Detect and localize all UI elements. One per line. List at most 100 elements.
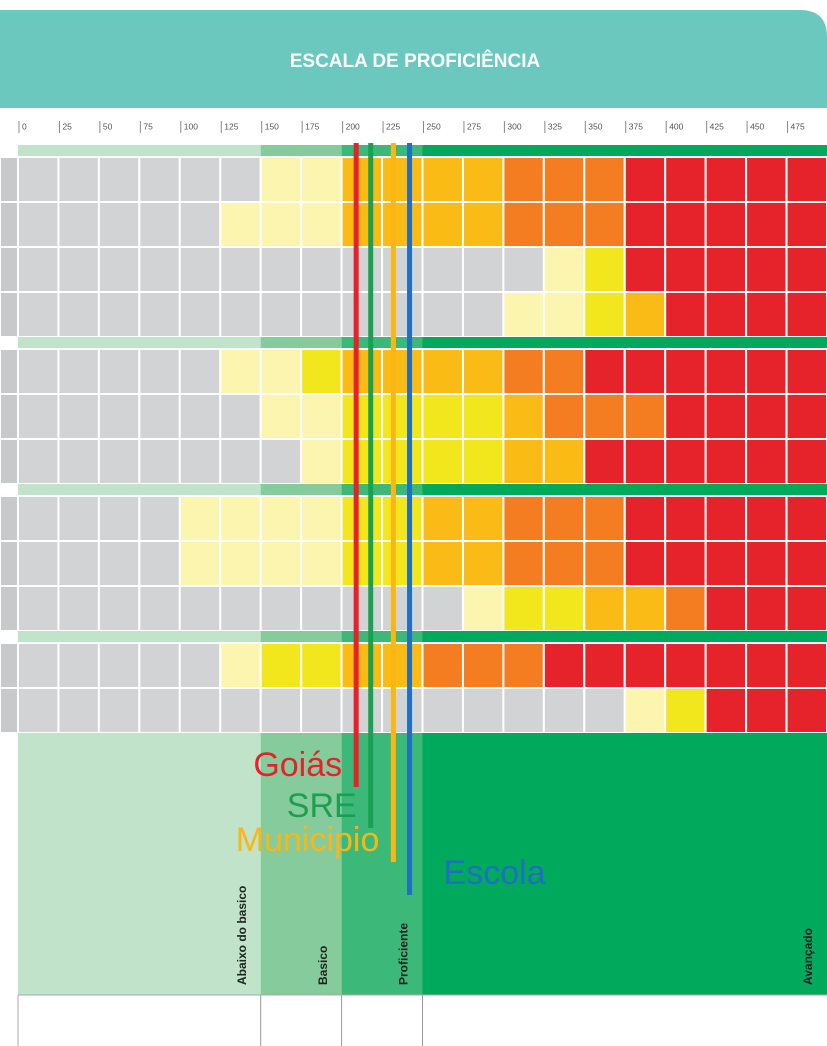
level-band <box>341 484 423 495</box>
cell <box>381 393 424 440</box>
cell <box>583 540 626 587</box>
cell <box>17 156 60 203</box>
cell <box>381 348 424 395</box>
cell <box>300 540 343 587</box>
cell <box>664 393 707 440</box>
cell <box>421 246 464 293</box>
cell <box>300 348 343 395</box>
cell <box>57 393 100 440</box>
cell <box>219 156 262 203</box>
cell <box>623 495 667 542</box>
cell <box>664 348 707 395</box>
cell <box>57 495 100 542</box>
level-band <box>260 145 342 156</box>
cell <box>138 540 181 587</box>
cell <box>704 156 748 203</box>
cell <box>340 585 384 632</box>
cell <box>138 585 181 632</box>
cell <box>745 438 788 485</box>
x-tick-label: 400 <box>669 121 683 131</box>
cell-edge <box>0 540 19 587</box>
level-band <box>341 631 423 642</box>
cell <box>704 393 748 440</box>
x-tick-label: 450 <box>750 121 764 131</box>
cell <box>219 438 262 485</box>
cell <box>623 642 667 689</box>
cell <box>502 642 545 689</box>
cell <box>97 393 141 440</box>
cell-edge <box>0 642 19 689</box>
cell <box>17 393 60 440</box>
cell <box>704 246 748 293</box>
cell <box>381 156 424 203</box>
cell <box>300 246 343 293</box>
cell <box>502 348 545 395</box>
cell <box>461 585 505 632</box>
cell <box>340 687 384 734</box>
cell <box>219 540 262 587</box>
cell <box>138 291 181 338</box>
x-tick-label: 350 <box>588 121 602 131</box>
level-band <box>18 337 261 348</box>
cell <box>97 246 141 293</box>
cell <box>138 438 181 485</box>
cell <box>57 291 100 338</box>
cell <box>785 201 827 248</box>
cell <box>381 201 424 248</box>
cell <box>97 156 141 203</box>
cell <box>542 156 586 203</box>
cell <box>785 348 827 395</box>
x-tick-label: 125 <box>224 121 238 131</box>
cell-edge <box>0 246 19 293</box>
cell <box>745 291 788 338</box>
cell <box>461 291 505 338</box>
cell <box>623 540 667 587</box>
cell <box>178 585 222 632</box>
cell <box>542 201 586 248</box>
cell <box>745 156 788 203</box>
cell-edge <box>0 585 19 632</box>
cell <box>623 393 667 440</box>
cell <box>461 246 505 293</box>
cell <box>421 642 464 689</box>
cell <box>502 540 545 587</box>
x-tick-label: 50 <box>103 121 113 131</box>
cell <box>300 438 343 485</box>
cell <box>704 495 748 542</box>
cell <box>97 438 141 485</box>
cell <box>300 642 343 689</box>
cell <box>340 348 384 395</box>
level-band <box>260 484 342 495</box>
cell <box>664 201 707 248</box>
marker-label: Escola <box>444 854 546 892</box>
cell <box>17 291 60 338</box>
cell <box>421 201 464 248</box>
cell <box>745 687 788 734</box>
cell <box>178 540 222 587</box>
cell <box>704 642 748 689</box>
cell <box>219 585 262 632</box>
cell <box>17 246 60 293</box>
cell <box>664 585 707 632</box>
cell <box>17 585 60 632</box>
cell <box>623 348 667 395</box>
x-tick-label: 200 <box>346 121 360 131</box>
cell <box>664 291 707 338</box>
cell <box>745 642 788 689</box>
cell-edge <box>0 348 19 395</box>
header-banner <box>0 10 827 108</box>
cell <box>138 348 181 395</box>
cell <box>785 642 827 689</box>
cell <box>178 291 222 338</box>
level-band <box>260 337 342 348</box>
cell <box>583 201 626 248</box>
cell <box>421 156 464 203</box>
cell-edge <box>0 495 19 542</box>
cell <box>421 585 464 632</box>
cell <box>745 540 788 587</box>
cell <box>259 393 303 440</box>
cell <box>97 291 141 338</box>
cell-edge <box>0 156 19 203</box>
cell <box>542 585 586 632</box>
level-area <box>18 733 261 995</box>
